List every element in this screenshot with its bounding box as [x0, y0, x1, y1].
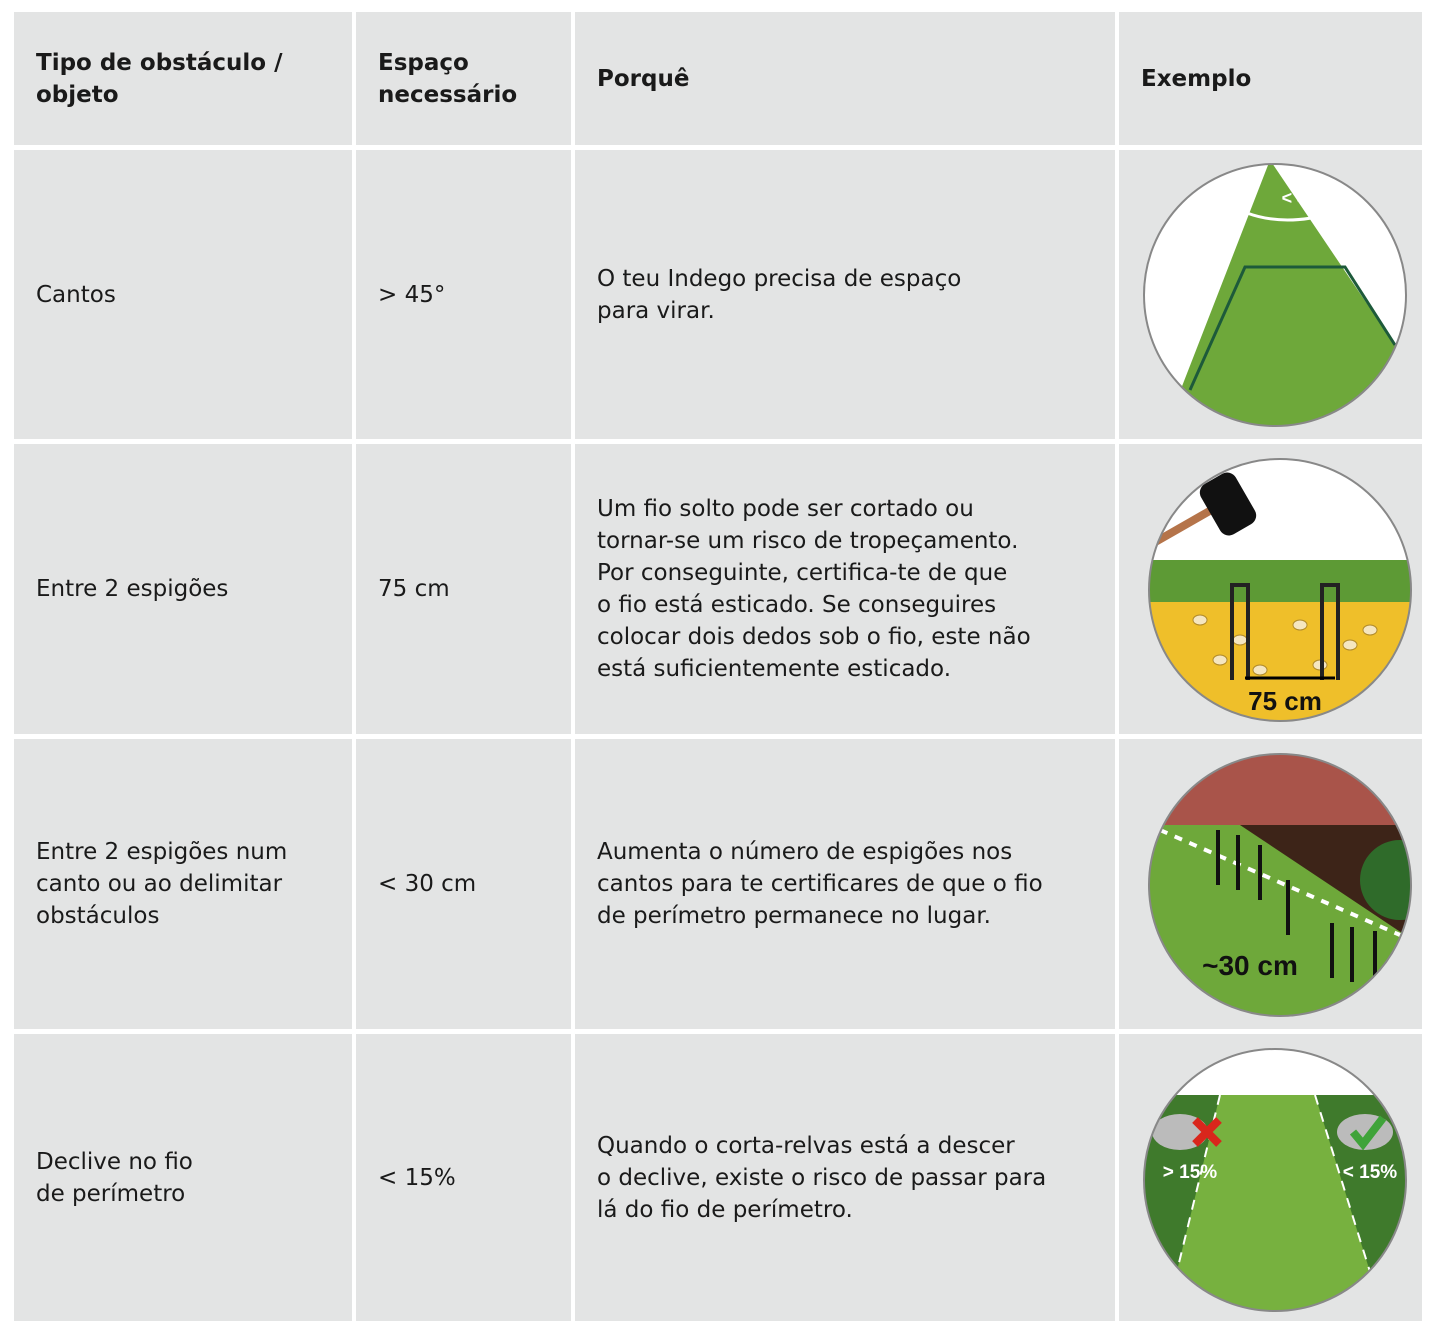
- wire: [1188, 265, 1397, 391]
- text-line: Aumenta o número de espigões nos: [597, 839, 1013, 865]
- text-line: necessário: [378, 81, 518, 108]
- cell-text: Declive no fio de perímetro: [36, 1146, 193, 1210]
- cell-text: Aumenta o número de espigões nos cantos p…: [597, 836, 1043, 932]
- table-cell: Quando o corta-relvas está a descer o dec…: [575, 1034, 1115, 1321]
- wire: [1314, 1094, 1386, 1311]
- handle: [1149, 501, 1222, 549]
- grass: [1149, 560, 1411, 602]
- cross: [1192, 1117, 1222, 1147]
- wire: [1159, 828, 1401, 937]
- text-line: O teu Indego precisa de espaço: [597, 265, 962, 292]
- cell-text: Tipo de obstáculo / objeto: [36, 47, 283, 111]
- image-label: ~30 cm: [1202, 950, 1298, 981]
- cell-text: Espaço necessário: [378, 47, 517, 111]
- text-line: para virar.: [597, 297, 715, 324]
- path-lane: [1165, 1095, 1385, 1311]
- table-cell: Um fio solto pode ser cortado ou tornar-s…: [575, 444, 1115, 734]
- pebble: [1232, 634, 1248, 646]
- text-line: Cantos: [36, 281, 116, 308]
- example-image: [1144, 164, 1406, 426]
- pebble: [1192, 614, 1208, 626]
- hammer-head: [1199, 472, 1257, 536]
- cell-text: Cantos: [36, 279, 116, 311]
- table-cell: Aumenta o número de espigões nos cantos p…: [575, 739, 1115, 1029]
- cell-text: < 15%: [378, 1164, 456, 1191]
- header-cell: Exemplo: [1119, 12, 1422, 145]
- pebble: [1362, 624, 1378, 636]
- text-line: lá do fio de perímetro.: [597, 1196, 853, 1223]
- text-line: Tipo de obstáculo /: [36, 49, 283, 76]
- text-line: Por conseguinte, certifica-te de que: [597, 560, 1008, 586]
- text-line: o declive, existe o risco de passar para: [597, 1164, 1047, 1191]
- border: [1148, 458, 1412, 722]
- text-line: canto ou ao delimitar: [36, 871, 283, 897]
- example-image: [1144, 1049, 1406, 1311]
- table-cell: Entre 2 espigões: [14, 444, 352, 734]
- cell-text: Quando o corta-relvas está a descer o dec…: [597, 1130, 1046, 1226]
- example-image: [1149, 754, 1411, 1016]
- cell-text: Entre 2 espigões: [36, 573, 228, 605]
- table-cell: Declive no fio de perímetro: [14, 1034, 352, 1321]
- text-line: Quando o corta-relvas está a descer: [597, 1132, 1015, 1159]
- header-cell: Porquê: [575, 12, 1115, 145]
- cell-text: Entre 2 espigões num canto ou ao delimita…: [36, 836, 287, 932]
- bush: [1360, 840, 1411, 920]
- text-line: de perímetro: [36, 1180, 186, 1207]
- grass: [1165, 164, 1406, 426]
- image-label: 75 cm: [1248, 686, 1322, 716]
- text-line: Um fio solto pode ser cortado ou: [597, 496, 974, 522]
- cell-text: Exemplo: [1141, 63, 1251, 95]
- cell-text: Um fio solto pode ser cortado ou tornar-s…: [597, 493, 1031, 685]
- table-cell: < 15%: [356, 1034, 571, 1321]
- text-line: objeto: [36, 81, 119, 108]
- cell-text: > 45°: [378, 281, 446, 308]
- table-cell: O teu Indego precisa de espaço para virar…: [575, 150, 1115, 439]
- table-cell: > 45°: [356, 150, 571, 439]
- pebble: [1252, 664, 1268, 676]
- text-line: cantos para te certificares de que o fio: [597, 871, 1043, 897]
- text-line: Exemplo: [1141, 65, 1252, 92]
- text-line: de perímetro permanece no lugar.: [597, 903, 991, 929]
- text-line: Espaço: [378, 49, 469, 76]
- cell-text: < 30 cm: [378, 871, 477, 897]
- text-line: está suficientemente esticado.: [597, 656, 952, 682]
- pebble: [1342, 639, 1358, 651]
- cell-text: Porquê: [597, 63, 689, 95]
- text-line: Entre 2 espigões: [36, 576, 229, 602]
- image-label: < 45°: [1282, 188, 1325, 208]
- header-cell: Espaço necessário: [356, 12, 571, 145]
- cell-text: O teu Indego precisa de espaço para virar…: [597, 263, 961, 327]
- pebble: [1212, 654, 1228, 666]
- border: [1143, 163, 1407, 427]
- text-line: Entre 2 espigões num: [36, 839, 288, 865]
- table-cell: Cantos: [14, 150, 352, 439]
- table-cell: 75 cm: [356, 444, 571, 734]
- stake: [1320, 583, 1340, 680]
- text-line: Declive no fio: [36, 1148, 193, 1175]
- table-cell: Entre 2 espigões num canto ou ao delimita…: [14, 739, 352, 1029]
- angle-arc: [1246, 211, 1334, 222]
- border: [1148, 753, 1412, 1017]
- pebble: [1292, 619, 1308, 631]
- text-line: Porquê: [597, 65, 690, 92]
- image-label: < 15%: [1343, 1162, 1398, 1183]
- cell-text: 75 cm: [378, 576, 450, 602]
- text-line: tornar-se um risco de tropeçamento.: [597, 528, 1019, 554]
- text-line: obstáculos: [36, 903, 160, 929]
- header-cell: Tipo de obstáculo / objeto: [14, 12, 352, 145]
- table-cell: < 30 cm: [356, 739, 571, 1029]
- text-line: colocar dois dedos sob o fio, este não: [597, 624, 1031, 650]
- check: [1349, 1115, 1387, 1151]
- stake: [1230, 583, 1250, 680]
- text-line: o fio está esticado. Se conseguires: [597, 592, 997, 618]
- border: [1143, 1048, 1407, 1312]
- image-label: > 15%: [1163, 1162, 1218, 1183]
